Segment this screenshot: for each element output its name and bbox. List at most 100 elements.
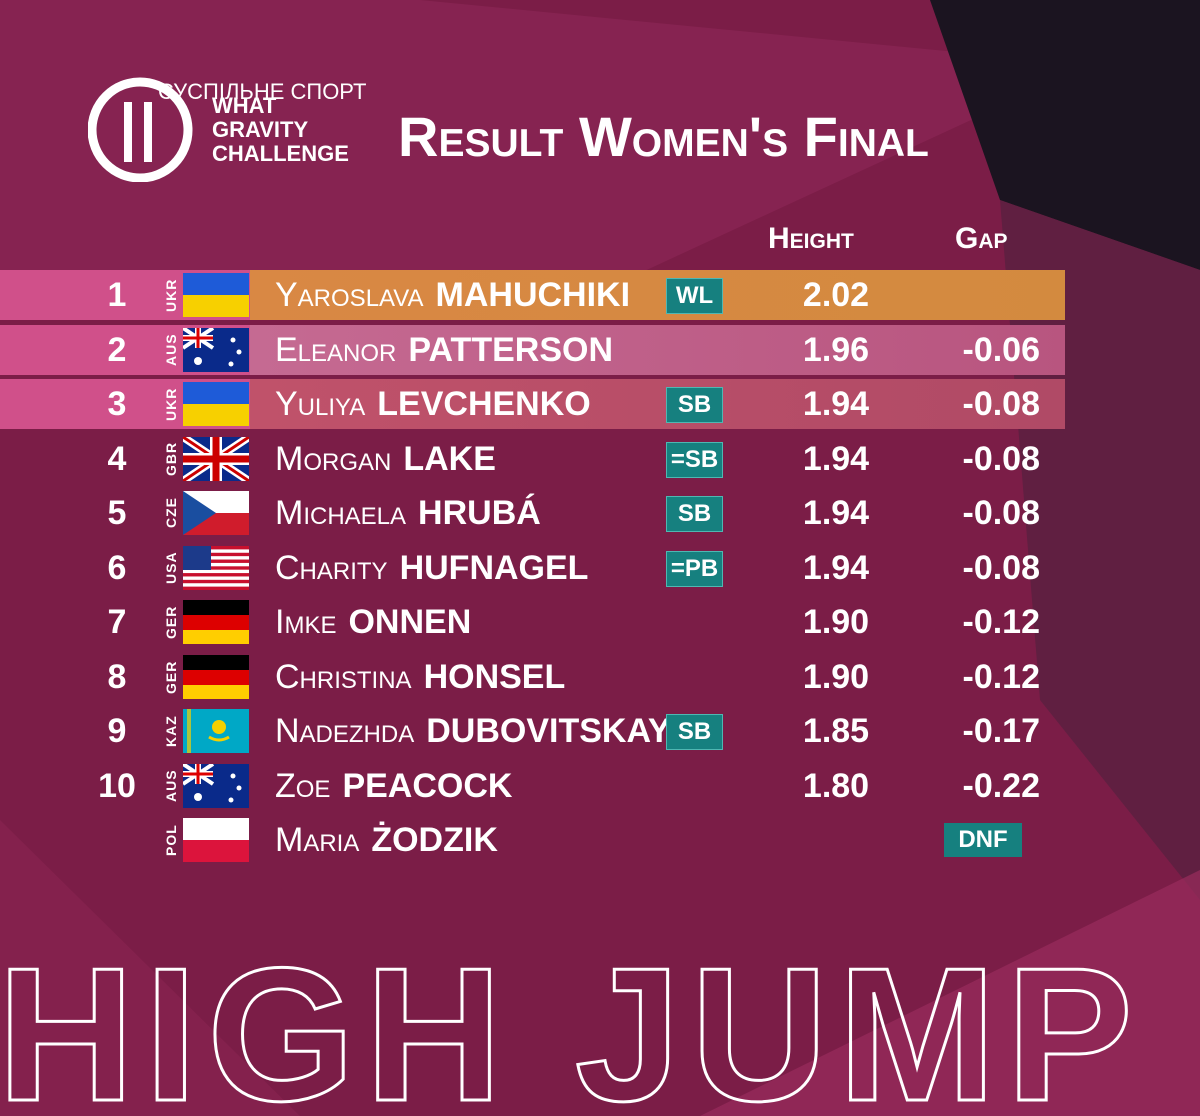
rank: 9 — [107, 712, 127, 750]
gap: -0.08 — [962, 548, 1041, 587]
footer: HIGH JUMP — [0, 940, 1143, 1116]
rank: 3 — [107, 385, 127, 423]
result-row: POL Maria ŻODZIK DNF — [0, 815, 1200, 865]
athlete-name: Morgan LAKE — [275, 440, 496, 479]
result-row: 7 GER Imke ONNEN 1.90 -0.12 — [0, 597, 1200, 647]
rank: 4 — [107, 439, 127, 478]
result-row: 3 UKR Yuliya LEVCHENKO SB 1.94 -0.08 — [0, 379, 1200, 429]
flag — [181, 761, 249, 808]
footer-title: HIGH JUMP — [0, 940, 1143, 1116]
flag — [183, 545, 249, 590]
result-row: 9 KAZ Nadezhda DUBOVITSKAYA SB 1.85 -0.17 — [0, 706, 1200, 756]
result-row: 4 GBR Morgan LAKE =SB 1.94 -0.08 — [0, 433, 1200, 484]
height: 1.80 — [802, 766, 870, 805]
flag — [181, 325, 249, 372]
broadcaster-logo: СУСПІЛЬНЕ СПОРТ — [158, 79, 367, 104]
last-name: PATTERSON — [408, 330, 614, 369]
height: 1.90 — [802, 603, 870, 641]
height: 1.94 — [802, 385, 870, 423]
record-badge: SB — [666, 496, 723, 532]
result-row: 10 AUS Zoe PEACOCK 1.80 -0.22 — [0, 761, 1200, 811]
gap: -0.12 — [962, 603, 1041, 641]
height: 1.90 — [802, 657, 870, 696]
result-row: 5 CZE Michaela HRUBÁ SB 1.94 -0.08 — [0, 488, 1200, 538]
country-code: KAZ — [163, 715, 179, 747]
flag — [183, 491, 249, 535]
first-name: Nadezhda — [275, 712, 415, 750]
gap: -0.22 — [962, 766, 1041, 805]
rank: 5 — [107, 494, 127, 532]
result-row: 1 UKR Yaroslava MAHUCHIKI WL 2.02 — [0, 270, 1200, 320]
result-row: 6 USA Charity HUFNAGEL =PB 1.94 -0.08 — [0, 543, 1200, 593]
country-code: AUS — [163, 333, 179, 366]
athlete-name: Imke ONNEN — [275, 603, 471, 642]
athlete-name: Charity HUFNAGEL — [275, 549, 588, 588]
gap: -0.08 — [962, 439, 1041, 478]
last-name: LEVCHENKO — [377, 385, 591, 423]
rank: 10 — [98, 766, 136, 805]
first-name: Maria — [275, 821, 360, 859]
height: 1.96 — [802, 330, 870, 369]
country-code: USA — [163, 551, 179, 584]
country-code: POL — [163, 824, 179, 856]
logo-line: GRAVITY — [212, 117, 309, 142]
athlete-name: Michaela HRUBÁ — [275, 494, 541, 533]
height: 2.02 — [802, 276, 870, 314]
country-code: CZE — [163, 497, 179, 529]
country-code: GBR — [163, 441, 179, 476]
status-badge: DNF — [944, 823, 1022, 857]
first-name: Zoe — [275, 766, 331, 805]
first-name: Charity — [275, 548, 388, 587]
gap: -0.12 — [962, 657, 1041, 696]
gap: -0.08 — [962, 385, 1041, 423]
height: 1.94 — [802, 494, 870, 532]
rank: 7 — [107, 603, 127, 641]
last-name: MAHUCHIKI — [435, 276, 631, 314]
rank: 1 — [107, 276, 127, 314]
last-name: DUBOVITSKAYA — [426, 712, 693, 750]
record-badge: SB — [666, 714, 723, 750]
athlete-name: Maria ŻODZIK — [275, 821, 498, 860]
athlete-name: Nadezhda DUBOVITSKAYA — [275, 712, 692, 751]
flag — [183, 273, 249, 317]
title: Result Women's Final — [398, 105, 929, 168]
flag — [183, 818, 249, 862]
last-name: PEACOCK — [342, 766, 513, 805]
first-name: Eleanor — [275, 330, 397, 369]
athlete-name: Eleanor PATTERSON — [275, 331, 613, 370]
first-name: Christina — [275, 657, 412, 696]
athlete-name: Yaroslava MAHUCHIKI — [275, 276, 630, 315]
flag — [183, 382, 249, 426]
flag — [183, 709, 249, 753]
record-badge: SB — [666, 387, 723, 423]
column-header: Gap — [955, 222, 1008, 255]
country-code: UKR — [163, 278, 179, 312]
last-name: LAKE — [403, 439, 496, 478]
first-name: Yaroslava — [275, 276, 424, 314]
athlete-name: Yuliya LEVCHENKO — [275, 385, 591, 424]
country-code: UKR — [163, 387, 179, 421]
flag — [180, 433, 252, 484]
last-name: HRUBÁ — [418, 494, 541, 532]
height: 1.85 — [802, 712, 870, 750]
flag — [183, 600, 249, 644]
last-name: HONSEL — [423, 657, 566, 696]
country-code: GER — [163, 605, 179, 639]
gap: -0.08 — [962, 494, 1041, 532]
height: 1.94 — [802, 548, 870, 587]
rank: 2 — [107, 330, 127, 369]
first-name: Michaela — [275, 494, 407, 532]
record-badge: =SB — [666, 441, 723, 478]
record-badge: =PB — [666, 550, 723, 587]
event-logo: WHAT GRAVITY CHALLENGE — [212, 94, 349, 166]
last-name: ŻODZIK — [371, 821, 498, 859]
country-code: AUS — [163, 769, 179, 802]
rank: 6 — [107, 548, 127, 587]
athlete-name: Zoe PEACOCK — [275, 767, 512, 806]
first-name: Yuliya — [275, 385, 366, 423]
record-badge: WL — [666, 278, 723, 314]
logo-line: WHAT — [212, 93, 277, 118]
athlete-name: Christina HONSEL — [275, 658, 565, 697]
gap: -0.17 — [962, 712, 1041, 750]
